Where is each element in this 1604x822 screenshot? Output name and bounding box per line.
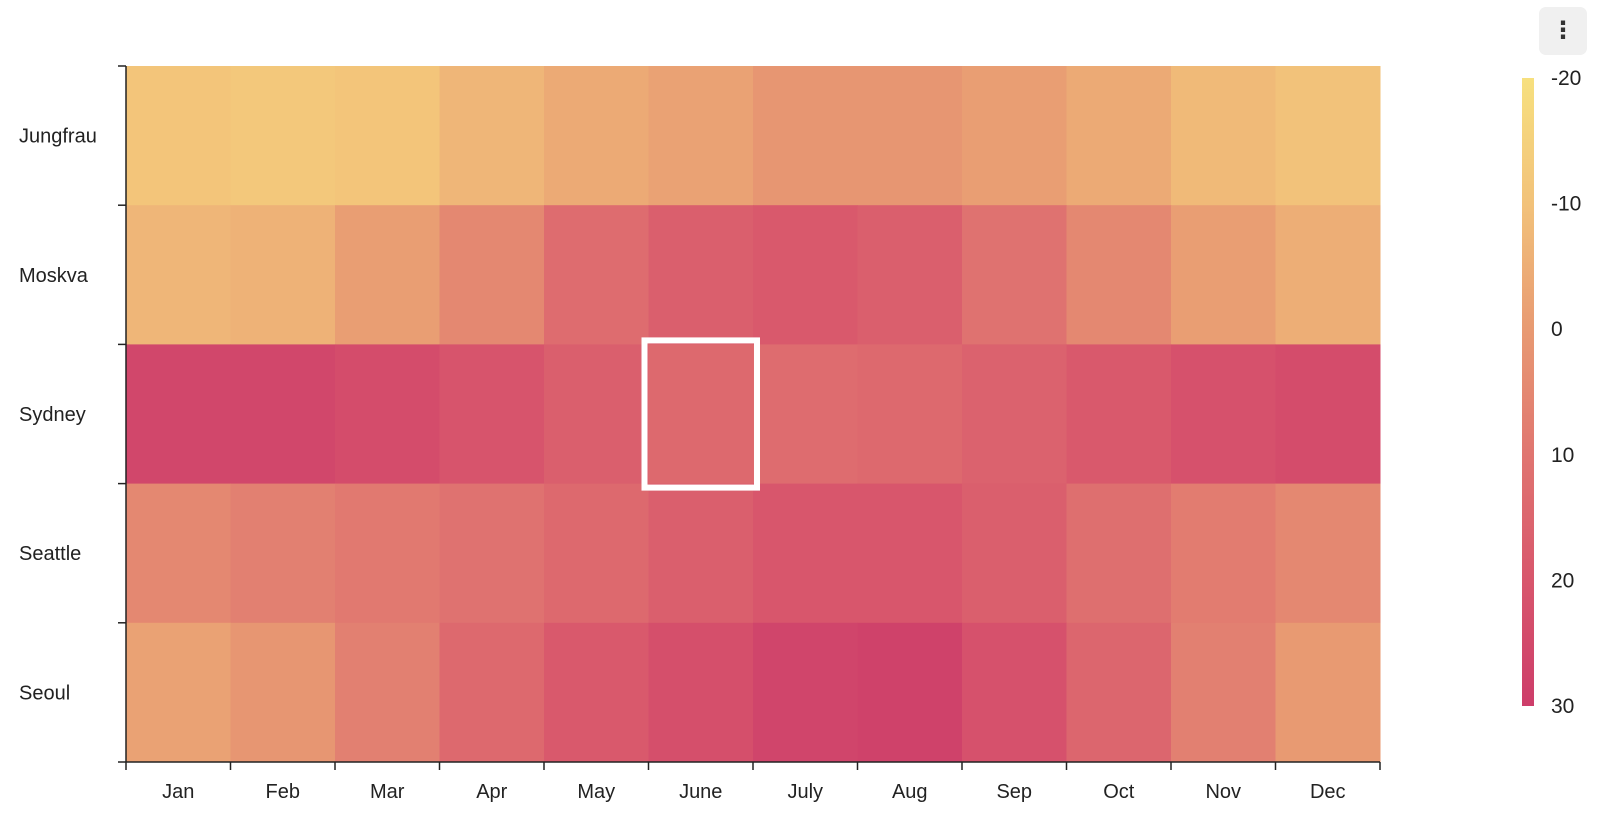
x-tick-label: Aug	[892, 781, 928, 803]
heatmap-cell[interactable]	[439, 66, 545, 206]
heatmap-cell[interactable]	[439, 205, 545, 345]
heatmap-cell[interactable]	[1171, 205, 1276, 345]
heatmap-cell[interactable]	[230, 205, 336, 345]
heatmap-cell[interactable]	[439, 344, 545, 485]
heatmap-cell[interactable]	[544, 483, 649, 624]
heatmap-cell[interactable]	[1275, 66, 1381, 206]
heatmap-cell[interactable]	[230, 66, 336, 206]
heatmap-cell[interactable]	[648, 66, 754, 206]
heatmap-cell[interactable]	[1171, 622, 1276, 763]
heatmap-cell[interactable]	[753, 344, 858, 485]
x-tick-label: Jan	[162, 781, 194, 803]
x-tick-label: July	[787, 781, 823, 803]
heatmap-cell[interactable]	[335, 66, 440, 206]
heatmap-cell[interactable]	[648, 344, 754, 485]
x-tick-label: Apr	[476, 781, 507, 803]
x-tick-label: June	[679, 781, 722, 803]
heatmap-cell[interactable]	[1171, 483, 1276, 624]
heatmap-cell[interactable]	[335, 622, 440, 763]
heatmap-cell[interactable]	[753, 483, 858, 624]
heatmap-cell[interactable]	[1275, 622, 1381, 763]
heatmap-cell[interactable]	[1171, 66, 1276, 206]
colorbar-tick-label: 30	[1551, 695, 1574, 718]
y-tick-label: Jungfrau	[19, 126, 97, 148]
heatmap-cell[interactable]	[962, 66, 1067, 206]
x-axis-labels: Jan Feb Mar Apr May June July Aug Sep Oct Nov Dec	[162, 781, 1345, 803]
heatmap-cell[interactable]	[648, 622, 754, 763]
heatmap-cell[interactable]	[648, 205, 754, 345]
heatmap-cell[interactable]	[857, 483, 963, 624]
heatmap-cell[interactable]	[1275, 344, 1381, 485]
heatmap-cell[interactable]	[962, 344, 1067, 485]
heatmap-cell[interactable]	[230, 344, 336, 485]
colorbar-tick-label: 10	[1551, 444, 1574, 467]
heatmap-cell[interactable]	[753, 622, 858, 763]
colorbar: -20 -10 0 10 20 30	[1522, 67, 1581, 718]
heatmap-cell[interactable]	[857, 622, 963, 763]
x-tick-label: Feb	[266, 781, 300, 803]
x-tick-label: Oct	[1103, 781, 1135, 803]
heatmap-cell[interactable]	[439, 622, 545, 763]
colorbar-tick-label: -10	[1551, 193, 1581, 216]
heatmap-cell[interactable]	[126, 483, 231, 624]
heatmap-cell[interactable]	[1066, 483, 1172, 624]
heatmap-cell[interactable]	[544, 66, 649, 206]
heatmap-cell[interactable]	[857, 205, 963, 345]
heatmap-cell[interactable]	[230, 622, 336, 763]
highlight-layer	[641, 337, 760, 491]
heatmap-cell[interactable]	[544, 622, 649, 763]
y-tick-label: Moskva	[19, 265, 89, 287]
heatmap-cell[interactable]	[126, 205, 231, 345]
heatmap-cell[interactable]	[962, 483, 1067, 624]
colorbar-tick-label: 20	[1551, 569, 1574, 592]
y-tick-label: Seoul	[19, 682, 70, 704]
heatmap-cell[interactable]	[1171, 344, 1276, 485]
heatmap-cell[interactable]	[126, 622, 231, 763]
heatmap-cell[interactable]	[335, 205, 440, 345]
heatmap-cell[interactable]	[335, 483, 440, 624]
highlighted-cell-outline	[641, 337, 760, 491]
heatmap-cell[interactable]	[439, 483, 545, 624]
heatmap-cell[interactable]	[1066, 344, 1172, 485]
heatmap-cell[interactable]	[1275, 483, 1381, 624]
colorbar-tick-labels: -20 -10 0 10 20 30	[1551, 67, 1581, 718]
heatmap-cell[interactable]	[1275, 205, 1381, 345]
x-tick-label: Dec	[1310, 781, 1346, 803]
heatmap-cell[interactable]	[962, 205, 1067, 345]
heatmap-cell[interactable]	[335, 344, 440, 485]
heatmap-cells	[126, 66, 1381, 763]
axes	[118, 65, 1381, 770]
chart-menu-button[interactable]: ⋮	[1539, 7, 1587, 55]
heatmap-cell[interactable]	[1066, 622, 1172, 763]
heatmap-cell[interactable]	[230, 483, 336, 624]
heatmap-cell[interactable]	[126, 66, 231, 206]
heatmap-cell[interactable]	[857, 66, 963, 206]
heatmap-cell[interactable]	[857, 344, 963, 485]
y-axis-labels: Jungfrau Moskva Sydney Seattle Seoul	[19, 126, 97, 705]
x-tick-label: May	[577, 781, 615, 803]
colorbar-tick-label: 0	[1551, 318, 1563, 341]
heatmap-cell[interactable]	[126, 344, 231, 485]
heatmap-cell[interactable]	[648, 483, 754, 624]
heatmap-cell[interactable]	[1066, 66, 1172, 206]
colorbar-tick-label: -20	[1551, 67, 1581, 90]
heatmap-cell[interactable]	[544, 344, 649, 485]
y-tick-label: Sydney	[19, 404, 86, 426]
x-tick-label: Sep	[996, 781, 1032, 803]
heatmap-cell[interactable]	[753, 66, 858, 206]
heatmap-cell[interactable]	[962, 622, 1067, 763]
x-tick-label: Nov	[1205, 781, 1241, 803]
y-tick-label: Seattle	[19, 543, 81, 565]
colorbar-gradient[interactable]	[1522, 78, 1534, 706]
heatmap-cell[interactable]	[753, 205, 858, 345]
x-tick-label: Mar	[370, 781, 405, 803]
heatmap-cell[interactable]	[544, 205, 649, 345]
vertical-ellipsis-icon: ⋮	[1551, 17, 1575, 44]
heatmap-cell[interactable]	[1066, 205, 1172, 345]
